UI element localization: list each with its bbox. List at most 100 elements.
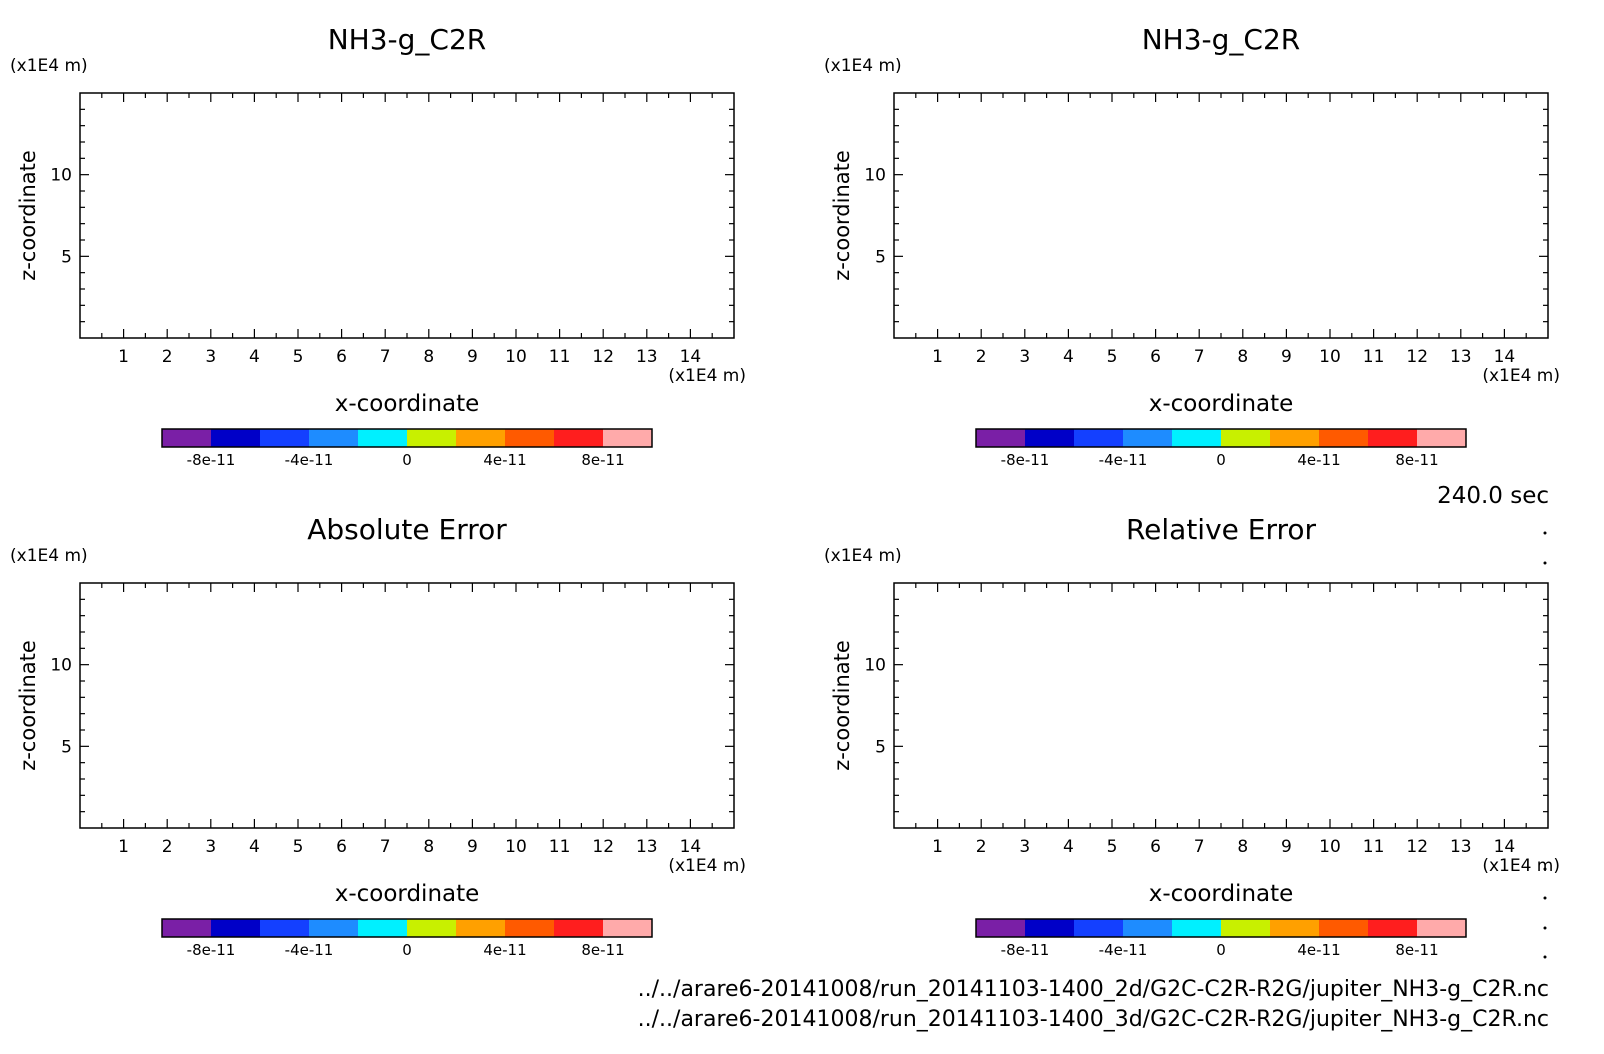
x-tick-label: 3 bbox=[205, 347, 216, 367]
x-tick-label: 9 bbox=[1281, 347, 1292, 367]
colorbar-swatch bbox=[505, 429, 555, 447]
chart-title: Absolute Error bbox=[307, 513, 507, 546]
x-tick-label: 13 bbox=[1450, 837, 1472, 857]
plot-area bbox=[893, 582, 1549, 829]
colorbar-swatch bbox=[1319, 429, 1369, 447]
colorbar-tick-label: -4e-11 bbox=[285, 451, 334, 469]
y-axis-unit: (x1E4 m) bbox=[824, 546, 902, 566]
colorbar bbox=[975, 918, 1467, 938]
x-tick-label: 12 bbox=[1406, 837, 1428, 857]
colorbar bbox=[975, 428, 1467, 448]
x-tick-label: 13 bbox=[1450, 347, 1472, 367]
x-axis-label: x-coordinate bbox=[1149, 881, 1294, 907]
x-tick-label: 9 bbox=[467, 837, 478, 857]
colorbar-tick-label: 4e-11 bbox=[1297, 941, 1340, 959]
colorbar-tick-label: -8e-11 bbox=[1001, 451, 1050, 469]
x-tick-label: 2 bbox=[162, 837, 173, 857]
colorbar-tick-label: -4e-11 bbox=[1099, 941, 1148, 959]
x-tick-label: 3 bbox=[205, 837, 216, 857]
colorbar-tick-label: 8e-11 bbox=[581, 941, 624, 959]
x-tick-label: 13 bbox=[636, 837, 658, 857]
colorbar-swatch bbox=[1319, 919, 1369, 937]
colorbar-swatch bbox=[1172, 429, 1222, 447]
colorbar-tick-label: -4e-11 bbox=[285, 941, 334, 959]
x-axis-unit: (x1E4 m) bbox=[668, 856, 746, 876]
x-axis-label: x-coordinate bbox=[1149, 391, 1294, 417]
colorbar-swatch bbox=[1417, 919, 1467, 937]
colorbar-swatch bbox=[1074, 429, 1124, 447]
colorbar-swatch bbox=[976, 919, 1026, 937]
x-tick-label: 4 bbox=[249, 837, 260, 857]
colorbar-swatch bbox=[309, 429, 359, 447]
x-tick-label: 9 bbox=[1281, 837, 1292, 857]
file-path-3d: ../../arare6-20141008/run_20141103-1400_… bbox=[637, 1007, 1549, 1032]
plot-area bbox=[893, 92, 1549, 339]
colorbar-swatch bbox=[260, 919, 310, 937]
x-tick-label: 14 bbox=[680, 837, 702, 857]
x-tick-label: 12 bbox=[592, 347, 614, 367]
colorbar-swatch bbox=[407, 919, 457, 937]
x-tick-label: 5 bbox=[1107, 347, 1118, 367]
y-tick-label: 10 bbox=[864, 166, 886, 186]
x-tick-label: 6 bbox=[1150, 347, 1161, 367]
x-tick-label: 4 bbox=[1063, 347, 1074, 367]
x-tick-label: 1 bbox=[932, 347, 943, 367]
x-tick-label: 14 bbox=[1494, 837, 1516, 857]
colorbar-tick-label: 8e-11 bbox=[581, 451, 624, 469]
x-tick-label: 5 bbox=[293, 347, 304, 367]
y-tick-label: 5 bbox=[61, 737, 72, 757]
colorbar-tick-label: -8e-11 bbox=[187, 941, 236, 959]
x-axis-unit: (x1E4 m) bbox=[1482, 366, 1560, 386]
x-tick-label: 1 bbox=[118, 347, 129, 367]
colorbar-tick-label: 0 bbox=[1216, 941, 1226, 959]
y-tick-label: 5 bbox=[875, 737, 886, 757]
x-tick-label: 12 bbox=[592, 837, 614, 857]
x-tick-label: 10 bbox=[1319, 347, 1341, 367]
x-tick-label: 11 bbox=[549, 837, 571, 857]
x-tick-label: 10 bbox=[1319, 837, 1341, 857]
x-tick-label: 14 bbox=[680, 347, 702, 367]
colorbar-tick-label: -8e-11 bbox=[187, 451, 236, 469]
x-tick-label: 7 bbox=[380, 837, 391, 857]
colorbar-tick-label: 4e-11 bbox=[483, 941, 526, 959]
x-tick-label: 6 bbox=[336, 837, 347, 857]
plot-area bbox=[79, 92, 735, 339]
x-tick-label: 3 bbox=[1019, 837, 1030, 857]
chart-panel-4: Relative Error(x1E4 m)1 2 3 4 5 6 7 8 9 10 11 12 13 1… bbox=[824, 513, 1560, 959]
colorbar-swatch bbox=[211, 429, 261, 447]
colorbar-tick-label: -4e-11 bbox=[1099, 451, 1148, 469]
x-tick-label: 11 bbox=[1363, 837, 1385, 857]
x-tick-label: 11 bbox=[1363, 347, 1385, 367]
plot-area bbox=[79, 582, 735, 829]
colorbar-swatch bbox=[407, 429, 457, 447]
x-tick-label: 8 bbox=[1237, 837, 1248, 857]
colorbar-swatch bbox=[505, 919, 555, 937]
x-tick-label: 8 bbox=[423, 837, 434, 857]
y-axis-label: z-coordinate bbox=[16, 150, 40, 281]
x-tick-label: 10 bbox=[505, 837, 527, 857]
chart-panel-1: NH3-g_C2R(x1E4 m)1 2 3 4 5 6 7 8 9 10 11 12 13 14510(… bbox=[10, 23, 746, 469]
colorbar-swatch bbox=[162, 919, 212, 937]
colorbar-swatch bbox=[358, 429, 408, 447]
y-axis-unit: (x1E4 m) bbox=[10, 546, 88, 566]
colorbar-tick-label: -8e-11 bbox=[1001, 941, 1050, 959]
colorbar-swatch bbox=[1270, 919, 1320, 937]
y-axis-label: z-coordinate bbox=[830, 150, 854, 281]
y-axis-label: z-coordinate bbox=[16, 640, 40, 771]
chart-title: Relative Error bbox=[1126, 513, 1317, 546]
chart-title: NH3-g_C2R bbox=[1142, 23, 1301, 56]
colorbar-tick-label: 0 bbox=[1216, 451, 1226, 469]
marker-dot bbox=[1543, 867, 1547, 871]
colorbar-swatch bbox=[1074, 919, 1124, 937]
x-tick-label: 3 bbox=[1019, 347, 1030, 367]
colorbar-swatch bbox=[1417, 429, 1467, 447]
x-axis-unit: (x1E4 m) bbox=[1482, 856, 1560, 876]
x-tick-label: 6 bbox=[336, 347, 347, 367]
colorbar-swatch bbox=[603, 429, 653, 447]
colorbar bbox=[161, 428, 653, 448]
x-tick-label: 2 bbox=[162, 347, 173, 367]
x-tick-label: 14 bbox=[1494, 347, 1516, 367]
x-tick-label: 5 bbox=[1107, 837, 1118, 857]
x-tick-label: 13 bbox=[636, 347, 658, 367]
colorbar-swatch bbox=[260, 429, 310, 447]
